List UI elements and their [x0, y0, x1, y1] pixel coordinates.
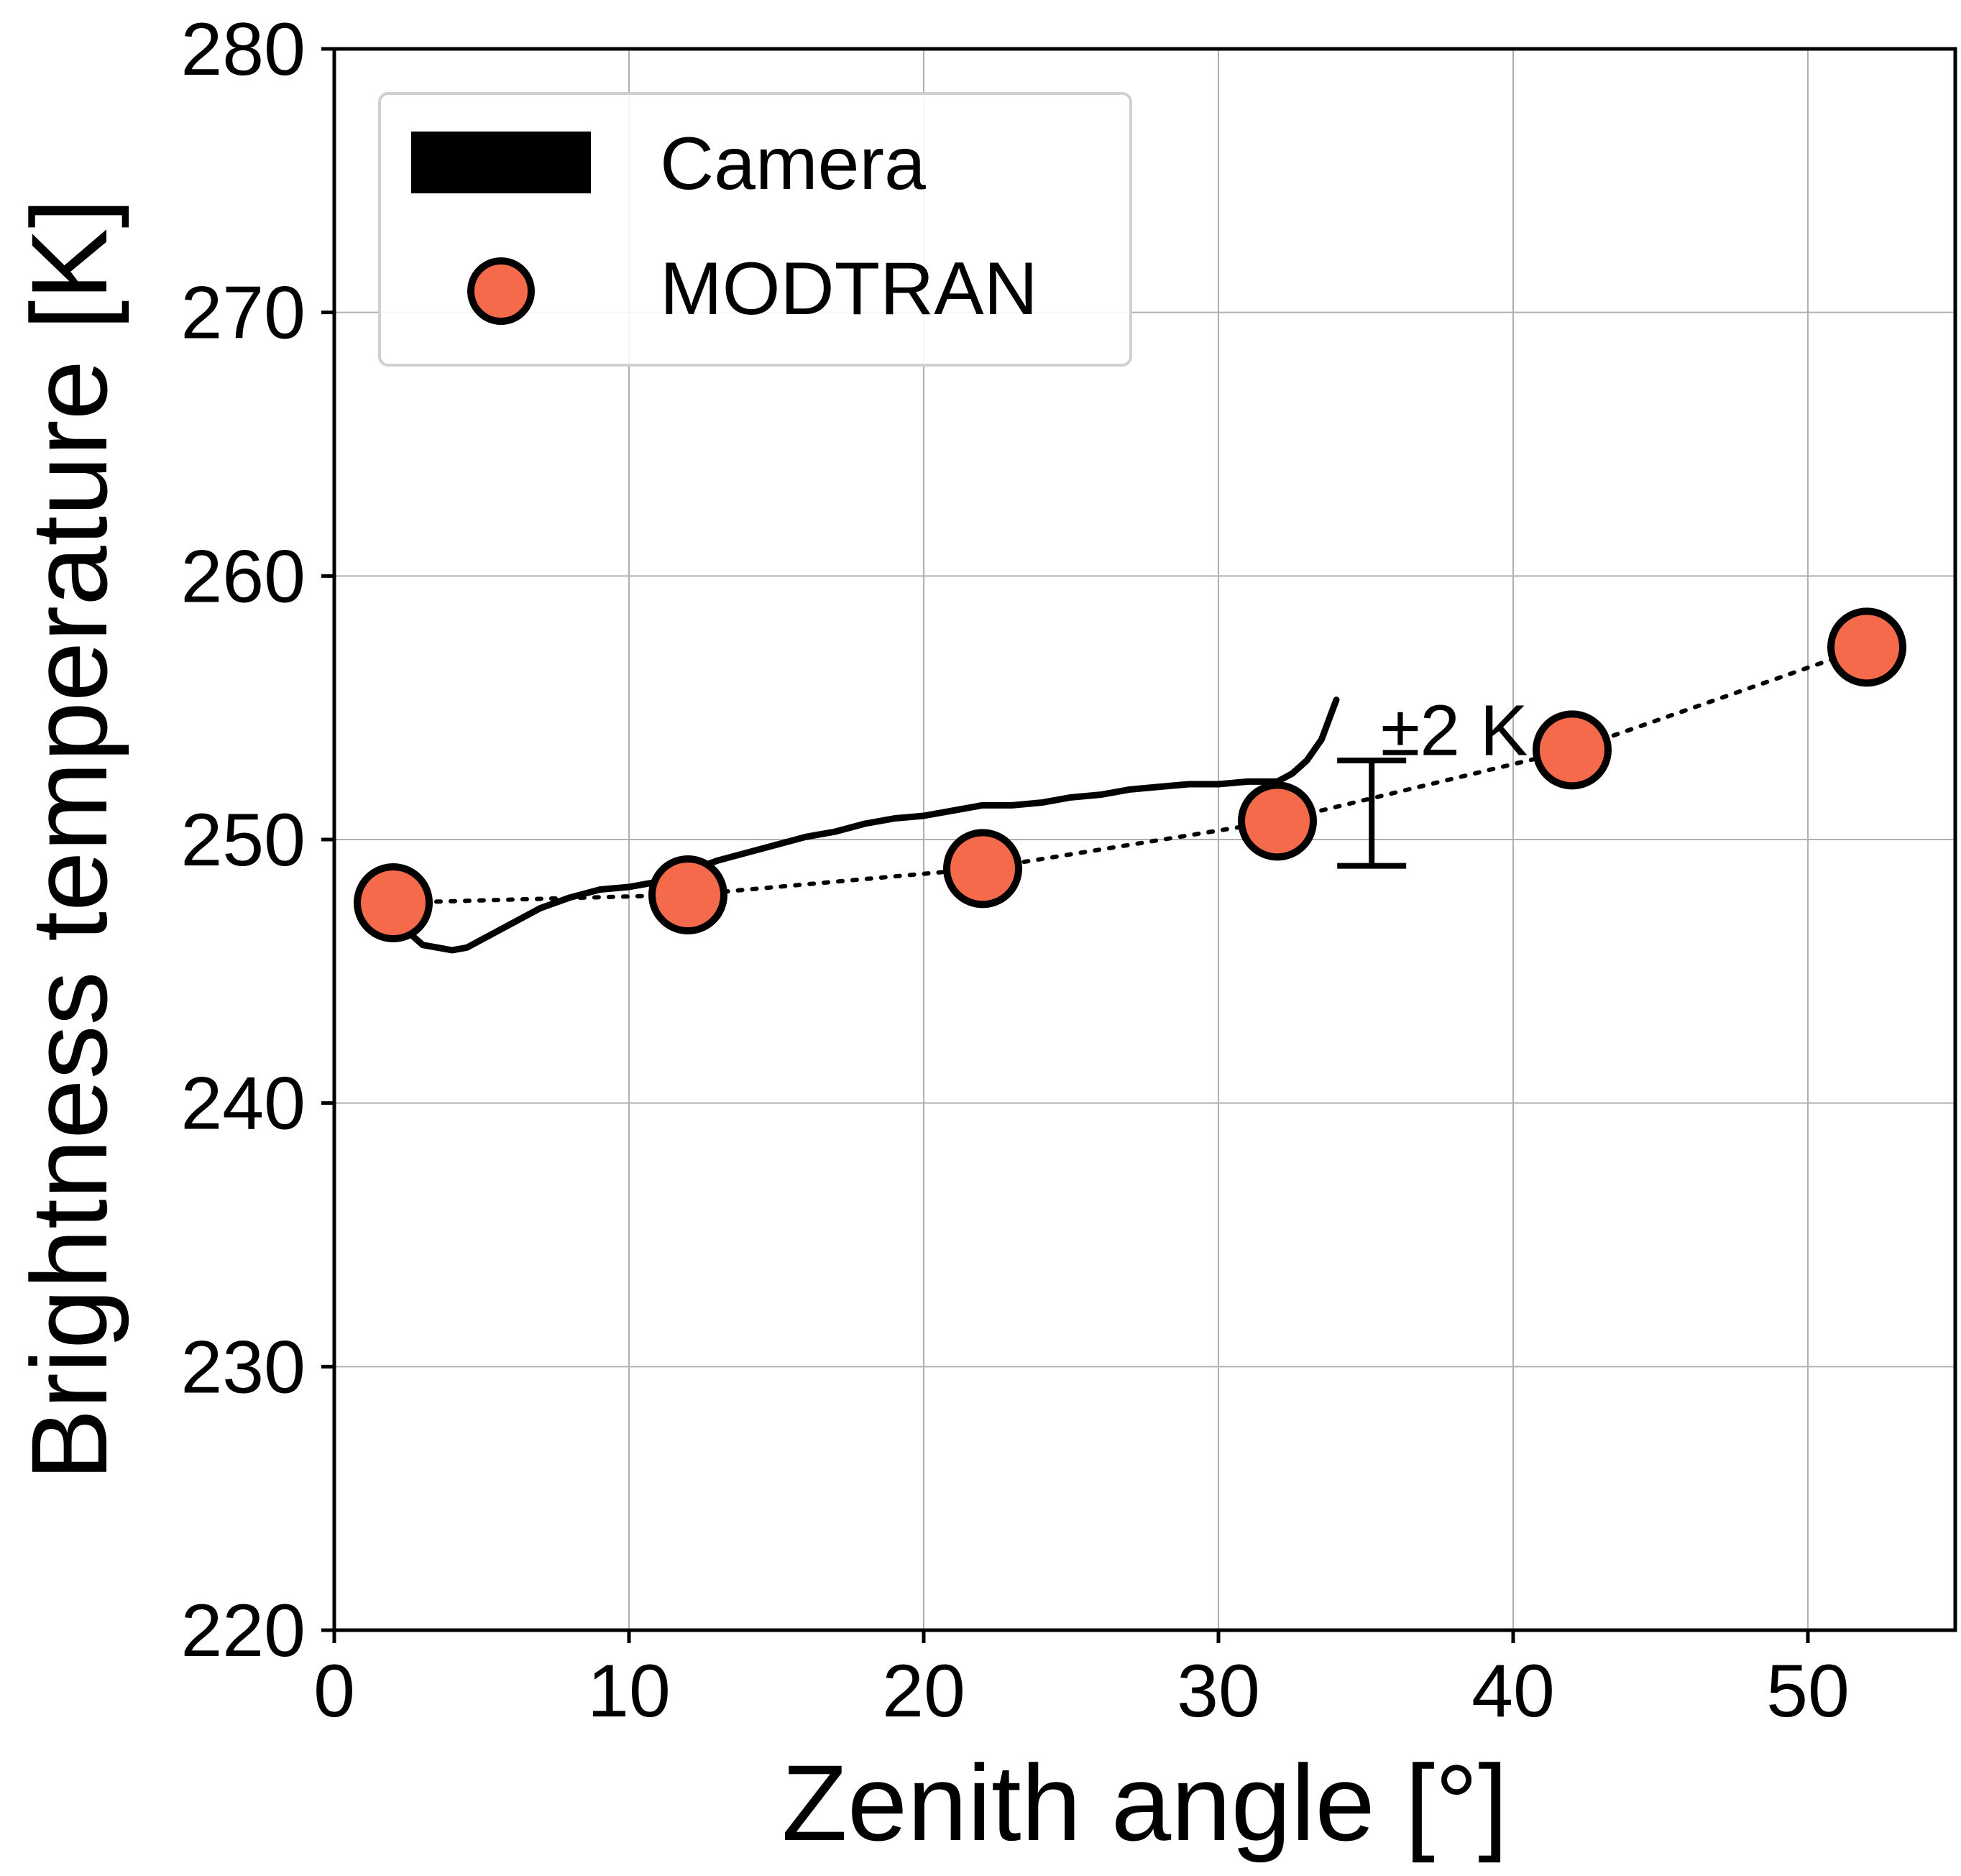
x-tick-label: 10: [587, 1650, 671, 1733]
x-tick-label: 40: [1471, 1650, 1555, 1733]
y-tick-label: 220: [180, 1589, 306, 1673]
x-tick-label: 20: [882, 1650, 965, 1733]
legend: Camera MODTRAN: [378, 92, 1132, 367]
modtran-point: [943, 829, 1022, 909]
x-axis-label: Zenith angle [°]: [781, 1742, 1508, 1863]
y-axis-label: Brightness temperature [K]: [9, 198, 129, 1481]
modtran-dotted-line: [391, 645, 1869, 905]
y-tick-label: 280: [180, 8, 306, 91]
x-tick-label: 30: [1177, 1650, 1260, 1733]
modtran-point: [354, 863, 433, 942]
legend-camera-swatch: [411, 132, 591, 193]
modtran-point: [1238, 781, 1317, 861]
error-annotation: ±2 K: [1381, 691, 1528, 771]
x-tick-label: 50: [1766, 1650, 1850, 1733]
y-tick-label: 270: [180, 272, 306, 355]
modtran-point: [1533, 710, 1612, 790]
y-tick-label: 250: [180, 799, 306, 882]
legend-modtran-label: MODTRAN: [660, 247, 1038, 331]
series-layer: [354, 607, 1906, 954]
y-tick-label: 260: [180, 535, 306, 618]
y-tick-label: 230: [180, 1325, 306, 1409]
modtran-point: [648, 855, 727, 934]
modtran-point: [1827, 607, 1906, 687]
camera-line: [390, 696, 1340, 954]
axis-ticks: 0 10 20 30 40 50 220 230 240 250 260 270 280: [180, 8, 1849, 1733]
legend-camera-label: Camera: [660, 122, 926, 206]
legend-modtran-marker: [467, 257, 535, 325]
y-tick-label: 240: [180, 1062, 306, 1146]
x-tick-label: 0: [313, 1650, 355, 1733]
